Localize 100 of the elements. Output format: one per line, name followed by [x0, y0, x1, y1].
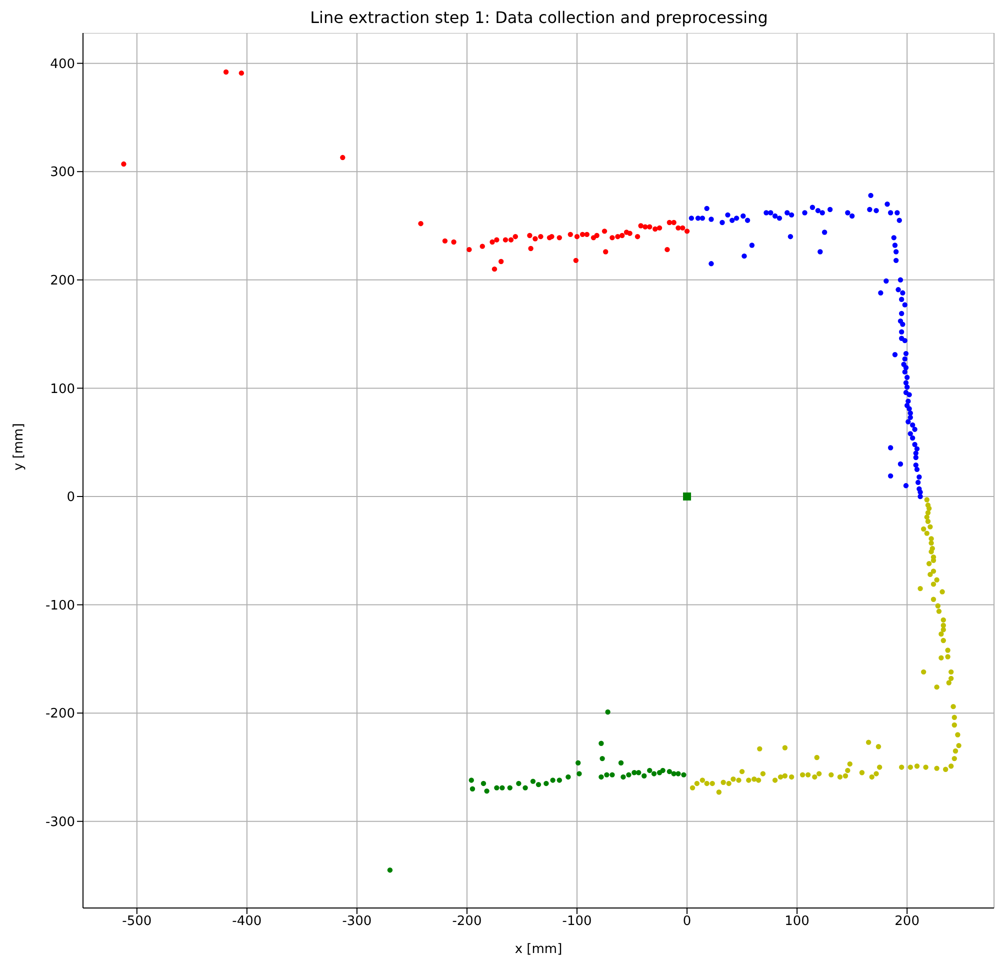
point: [647, 224, 652, 230]
y-tick-label: -100: [45, 598, 75, 614]
point: [647, 768, 652, 774]
point: [600, 756, 605, 762]
point: [584, 232, 590, 238]
point: [566, 774, 571, 780]
point: [636, 770, 642, 776]
point: [480, 780, 486, 786]
point: [466, 246, 472, 252]
point: [418, 220, 424, 226]
point: [492, 266, 498, 272]
x-tick-label: -100: [562, 914, 592, 930]
point: [538, 234, 544, 240]
point: [498, 258, 504, 264]
point: [568, 232, 574, 238]
point: [507, 785, 512, 790]
point: [576, 760, 581, 766]
point: [651, 771, 657, 776]
y-tick-label: 0: [66, 490, 75, 506]
point: [598, 774, 604, 780]
point: [664, 246, 670, 252]
point: [549, 234, 554, 240]
point: [468, 778, 474, 783]
point: [660, 768, 666, 774]
point: [121, 161, 126, 167]
point: [618, 760, 624, 766]
point: [605, 709, 610, 715]
point: [528, 246, 534, 252]
y-tick-label: 100: [50, 382, 75, 397]
point: [544, 780, 549, 786]
point: [522, 785, 528, 790]
point: [666, 768, 672, 774]
point: [684, 228, 690, 234]
point: [470, 786, 476, 792]
x-tick-label: 0: [682, 914, 692, 930]
point: [490, 239, 495, 245]
chart-title: Line extraction step 1: Data collection and preprocessing: [309, 8, 769, 29]
point: [580, 232, 586, 238]
y-axis-title: y [mm]: [12, 423, 27, 470]
point: [556, 235, 562, 240]
point: [494, 785, 500, 790]
point: [508, 237, 514, 242]
point: [574, 234, 580, 240]
x-axis-title: x [mm]: [514, 942, 562, 957]
point: [530, 778, 536, 784]
point: [656, 225, 662, 231]
point: [666, 220, 672, 226]
point: [680, 225, 686, 231]
point: [652, 226, 658, 232]
point: [502, 237, 508, 242]
point: [516, 780, 522, 786]
point: [626, 772, 632, 778]
point: [536, 782, 542, 788]
x-tick-label: -300: [342, 914, 372, 930]
y-tick-label: -200: [45, 706, 75, 722]
point: [604, 772, 610, 778]
x-tick-label: 100: [784, 914, 810, 930]
point: [340, 154, 346, 160]
y-tick-label: 300: [50, 165, 75, 180]
point: [494, 237, 500, 242]
point: [638, 223, 644, 228]
y-tick-label: 400: [50, 56, 75, 72]
point: [642, 224, 648, 230]
point: [683, 492, 692, 500]
point: [556, 778, 562, 783]
point: [576, 771, 582, 776]
point: [512, 234, 518, 240]
point: [627, 230, 632, 236]
point: [615, 234, 620, 240]
x-tick-label: -200: [452, 914, 482, 930]
point: [532, 236, 538, 242]
point: [527, 232, 532, 238]
point: [238, 70, 244, 76]
point: [632, 770, 637, 776]
point: [387, 868, 393, 873]
y-tick-label: 200: [50, 274, 75, 289]
point: [594, 232, 600, 238]
point: [602, 228, 608, 234]
point: [480, 244, 485, 249]
point: [634, 234, 640, 240]
point: [642, 773, 647, 778]
point: [676, 771, 681, 776]
x-tick-label: -500: [122, 914, 152, 930]
point: [484, 788, 490, 794]
x-tick-label: 200: [894, 914, 920, 930]
point: [451, 239, 456, 245]
point: [671, 220, 676, 226]
point: [610, 235, 615, 240]
point: [550, 778, 556, 783]
point: [603, 249, 608, 254]
point: [573, 258, 579, 264]
point: [500, 785, 505, 790]
point: [598, 740, 604, 746]
point: [681, 772, 686, 778]
point: [620, 232, 625, 238]
point: [671, 771, 676, 776]
point: [620, 774, 626, 780]
point: [442, 238, 448, 244]
x-tick-label: -400: [232, 914, 262, 930]
point: [223, 69, 229, 75]
